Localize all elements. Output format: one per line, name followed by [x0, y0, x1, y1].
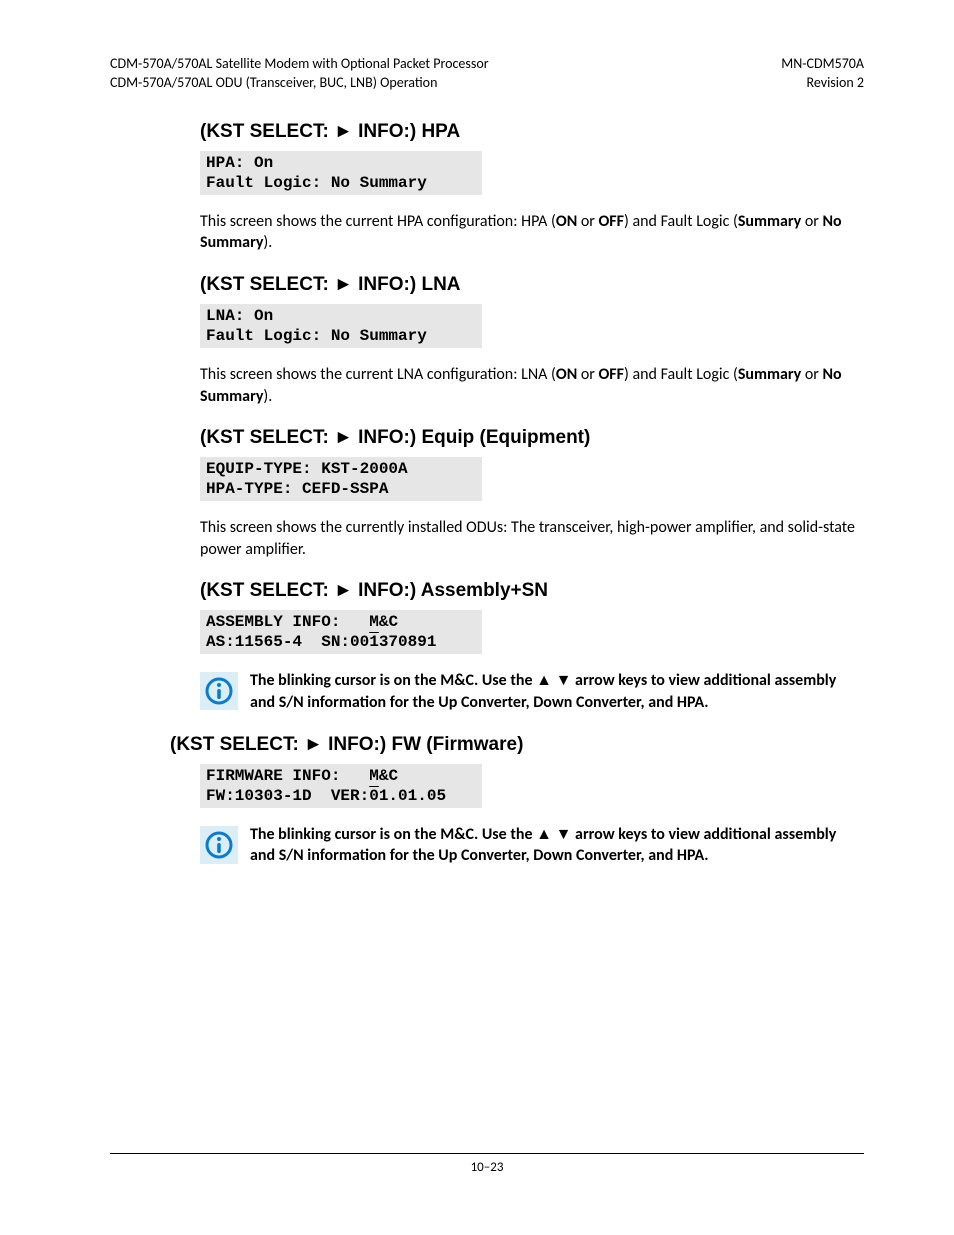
text: This screen shows the current HPA config… — [200, 212, 556, 231]
para-equip: This screen shows the currently installe… — [200, 517, 864, 560]
text-bold: Summary — [738, 212, 801, 231]
text-bold: OFF — [598, 212, 624, 231]
section-title-fw: (KST SELECT: ► INFO:) FW (Firmware) — [170, 734, 864, 756]
codebox-lna: LNA: On Fault Logic: No Summary — [200, 304, 482, 348]
header-right-line2: Revision 2 — [781, 74, 864, 93]
header-right-line1: MN-CDM570A — [781, 55, 864, 74]
text-bold: ON — [556, 365, 577, 384]
codebox-equip: EQUIP-TYPE: KST-2000A HPA-TYPE: CEFD-SSP… — [200, 457, 482, 501]
codebox-hpa: HPA: On Fault Logic: No Summary — [200, 151, 482, 195]
blinking-cursor: M — [369, 767, 379, 785]
text-bold: Summary — [738, 365, 801, 384]
blinking-cursor: M — [369, 613, 379, 631]
section-title-lna: (KST SELECT: ► INFO:) LNA — [200, 274, 864, 296]
section-title-hpa: (KST SELECT: ► INFO:) HPA — [200, 121, 864, 143]
header-left-line2: CDM-570A/570AL ODU (Transceiver, BUC, LN… — [110, 74, 489, 93]
header-right: MN-CDM570A Revision 2 — [781, 55, 864, 93]
header-left-line1: CDM-570A/570AL Satellite Modem with Opti… — [110, 55, 489, 74]
code-text: ASSEMBLY INFO: — [206, 613, 369, 631]
para-lna: This screen shows the current LNA config… — [200, 364, 864, 407]
note-assembly: The blinking cursor is on the M&C. Use t… — [200, 670, 864, 713]
text: ). — [263, 233, 272, 252]
section-title-assembly: (KST SELECT: ► INFO:) Assembly+SN — [200, 580, 864, 602]
code-text: FIRMWARE INFO: — [206, 767, 369, 785]
text: or — [801, 212, 822, 231]
page-header: CDM-570A/570AL Satellite Modem with Opti… — [110, 55, 864, 93]
text: ) and Fault Logic ( — [624, 365, 738, 384]
page-number: 10–23 — [471, 1160, 504, 1175]
note-text: The blinking cursor is on the M&C. Use t… — [250, 670, 864, 713]
para-hpa: This screen shows the current HPA config… — [200, 211, 864, 254]
section-title-equip: (KST SELECT: ► INFO:) Equip (Equipment) — [200, 427, 864, 449]
page-footer: 10–23 — [110, 1153, 864, 1175]
text-bold: OFF — [598, 365, 624, 384]
header-left: CDM-570A/570AL Satellite Modem with Opti… — [110, 55, 489, 93]
content-fw: (KST SELECT: ► INFO:) FW (Firmware) — [170, 734, 864, 756]
info-icon — [200, 672, 238, 710]
text: or — [577, 365, 598, 384]
text: ) and Fault Logic ( — [624, 212, 738, 231]
text-bold: ON — [556, 212, 577, 231]
text: ). — [263, 387, 272, 406]
note-text: The blinking cursor is on the M&C. Use t… — [250, 824, 864, 867]
codebox-assembly: ASSEMBLY INFO: M&C AS:11565-4 SN:0013708… — [200, 610, 482, 654]
info-icon — [200, 826, 238, 864]
text: or — [577, 212, 598, 231]
codebox-fw: FIRMWARE INFO: M&C FW:10303-1D VER:01.01… — [200, 764, 482, 808]
page: CDM-570A/570AL Satellite Modem with Opti… — [0, 0, 954, 1235]
content-fw-body: FIRMWARE INFO: M&C FW:10303-1D VER:01.01… — [200, 764, 864, 867]
text: This screen shows the current LNA config… — [200, 365, 556, 384]
content: (KST SELECT: ► INFO:) HPA HPA: On Fault … — [200, 121, 864, 714]
note-fw: The blinking cursor is on the M&C. Use t… — [200, 824, 864, 867]
text: or — [801, 365, 822, 384]
